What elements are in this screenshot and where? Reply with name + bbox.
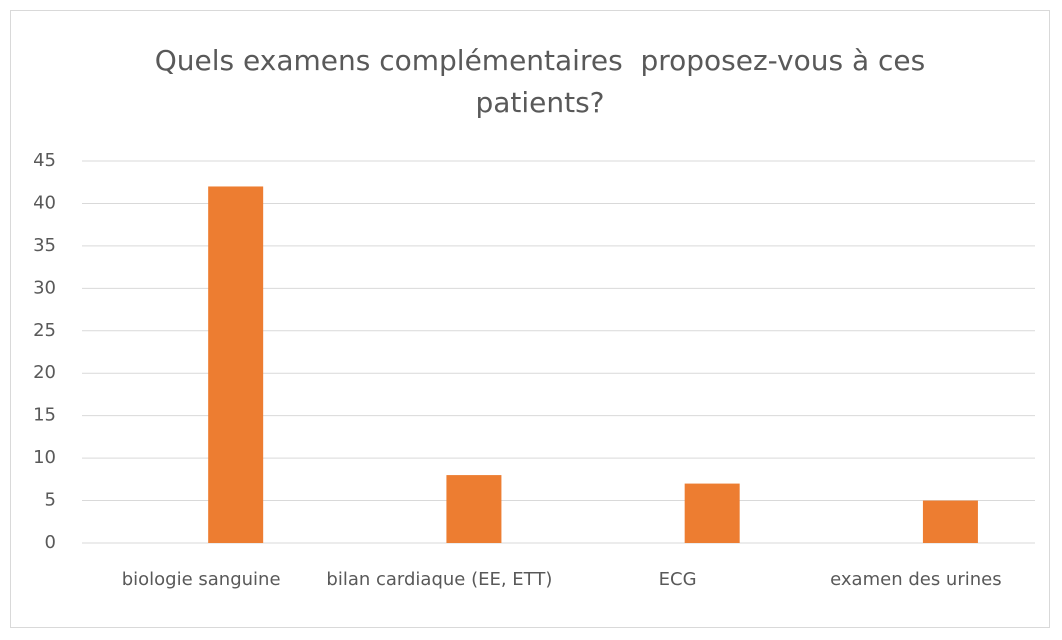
y-tick-label: 25 — [33, 320, 56, 341]
chart-title: Quels examens complémentaires proposez-v… — [154, 44, 935, 119]
bar — [446, 475, 502, 543]
x-tick-label: ECG — [658, 569, 697, 590]
y-tick-label: 30 — [33, 277, 56, 298]
y-tick-label: 20 — [33, 362, 56, 383]
x-tick-label: bilan cardiaque (EE, ETT) — [326, 569, 553, 590]
y-tick-label: 0 — [45, 532, 56, 553]
y-tick-label: 10 — [33, 447, 56, 468]
bar — [208, 186, 264, 543]
bar — [922, 500, 978, 543]
x-tick-label: examen des urines — [830, 569, 1002, 590]
y-tick-label: 45 — [33, 150, 56, 171]
y-tick-label: 15 — [33, 405, 56, 426]
y-tick-label: 35 — [33, 235, 56, 256]
chart-frame — [10, 10, 1050, 628]
x-tick-label: biologie sanguine — [121, 569, 281, 590]
y-tick-label: 40 — [33, 192, 56, 213]
y-tick-label: 5 — [45, 490, 56, 511]
bar — [684, 483, 740, 543]
